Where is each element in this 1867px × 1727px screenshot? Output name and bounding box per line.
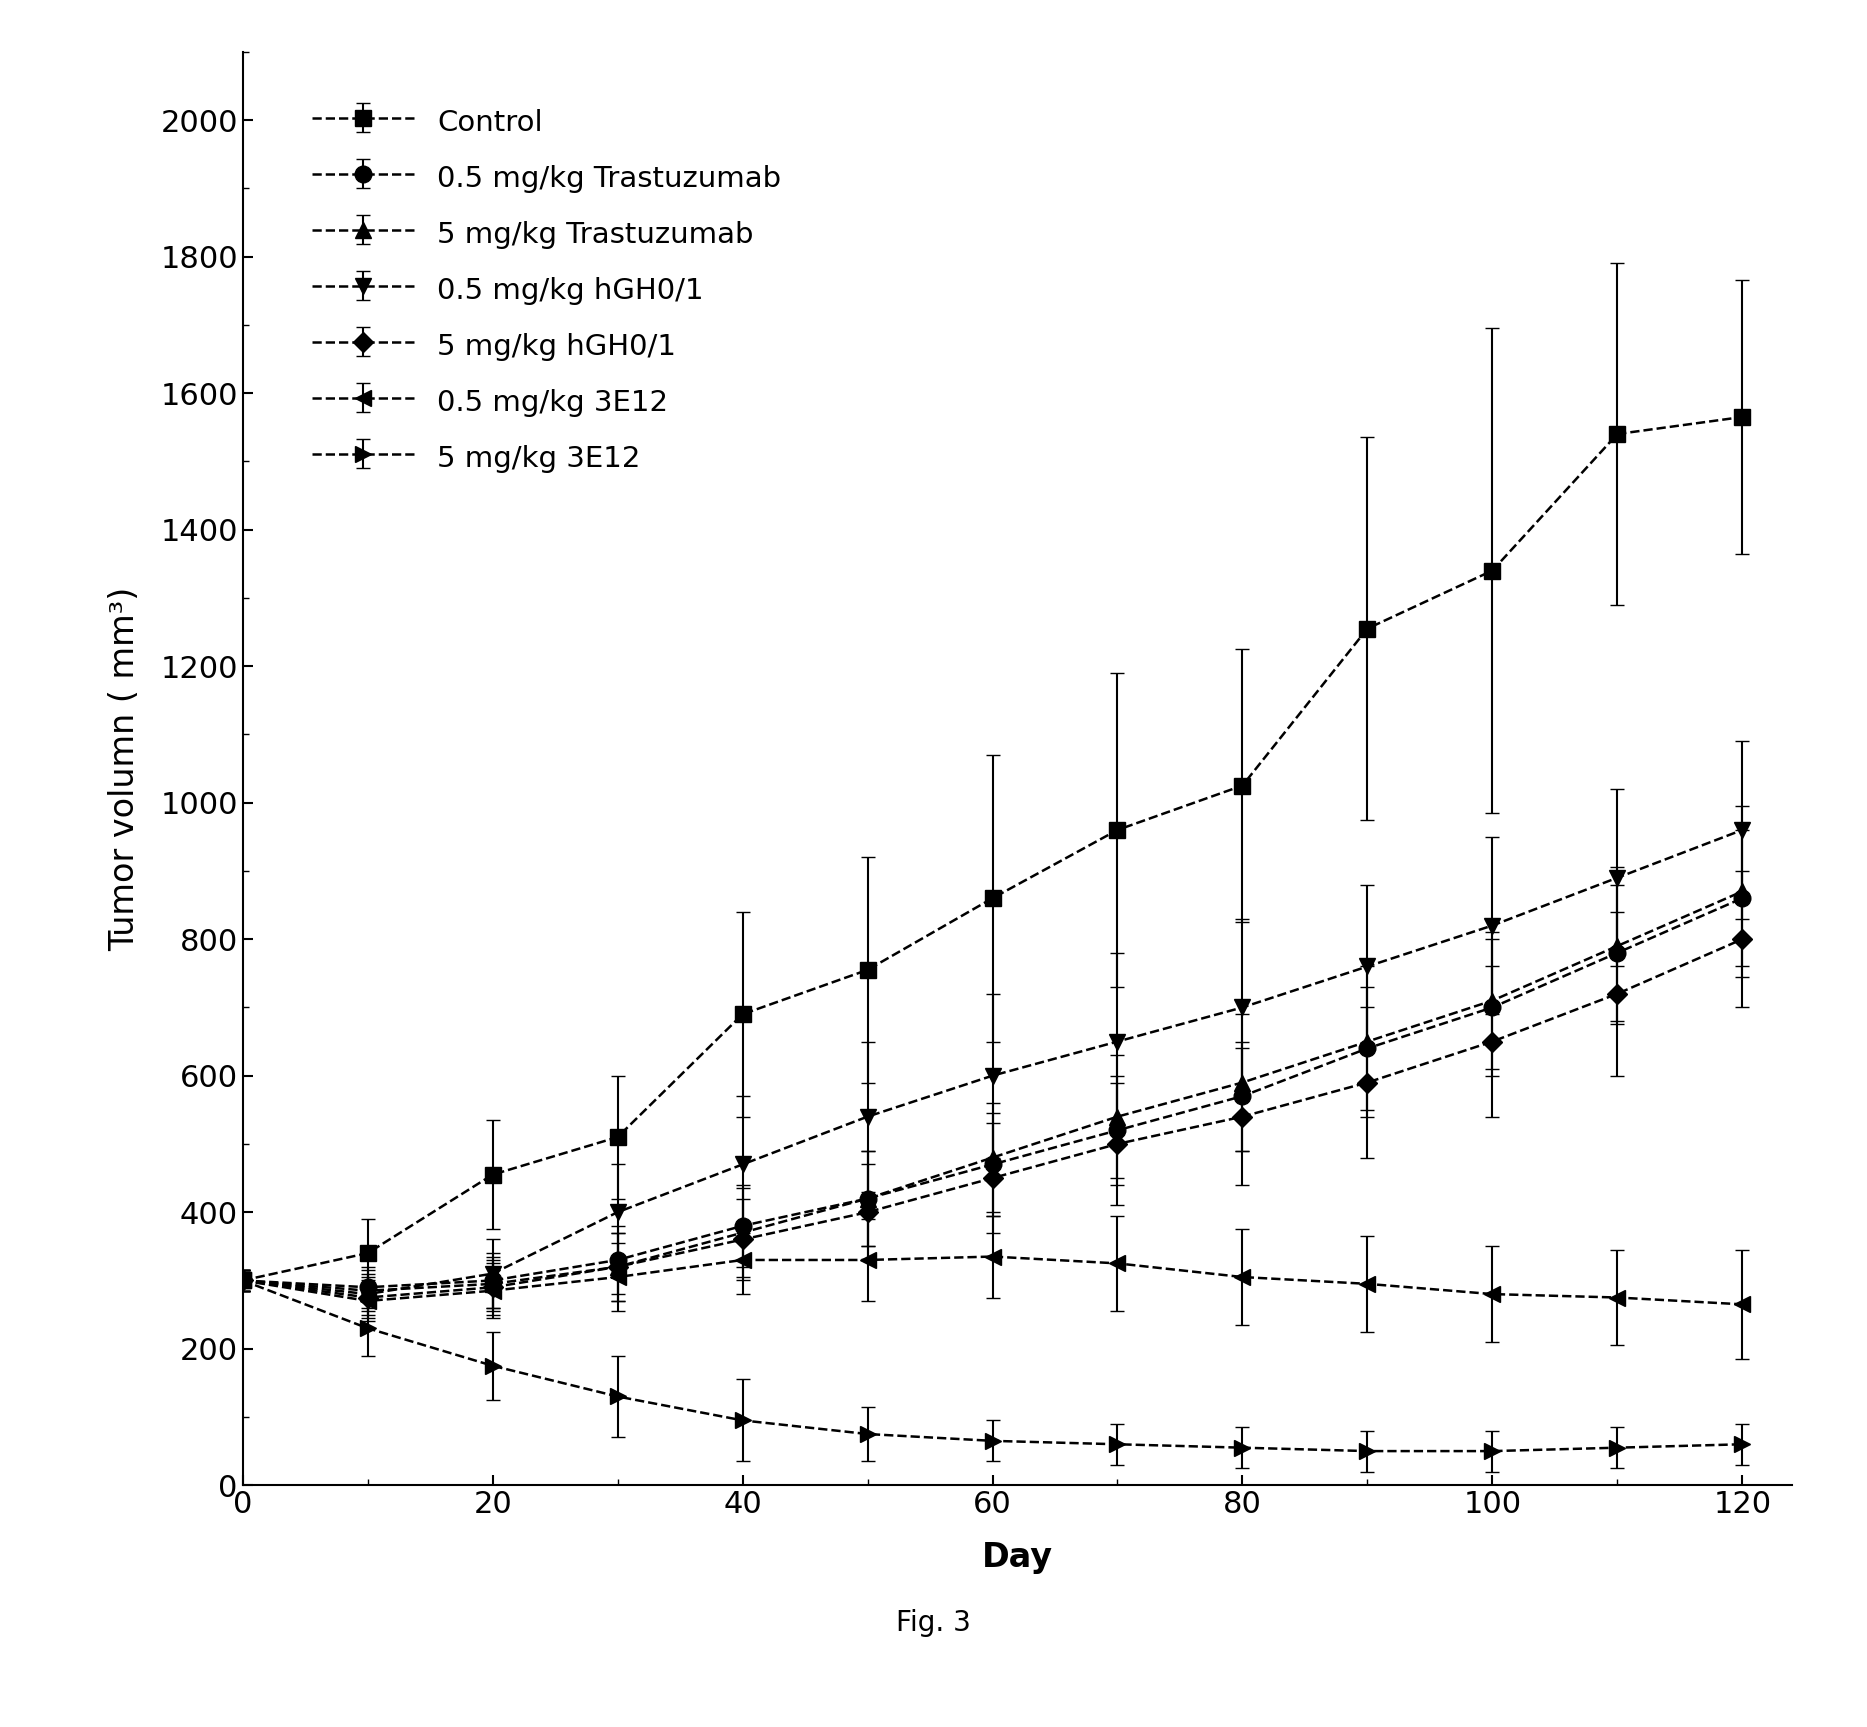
- Text: Fig. 3: Fig. 3: [896, 1610, 971, 1637]
- Legend: Control, 0.5 mg/kg Trastuzumab, 5 mg/kg Trastuzumab, 0.5 mg/kg hGH0/1, 5 mg/kg h: Control, 0.5 mg/kg Trastuzumab, 5 mg/kg …: [288, 81, 805, 499]
- Y-axis label: Tumor volumn ( mm³): Tumor volumn ( mm³): [108, 587, 140, 950]
- X-axis label: Day: Day: [982, 1540, 1053, 1575]
